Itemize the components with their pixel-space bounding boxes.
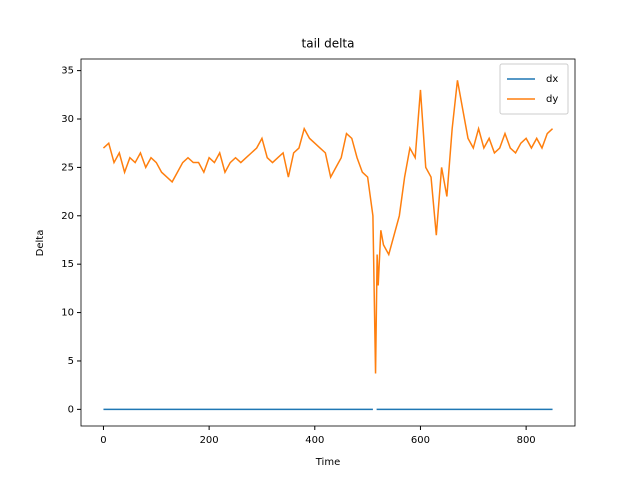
- x-tick-label: 600: [411, 435, 430, 446]
- y-tick-label: 0: [68, 404, 74, 415]
- series-line: [102, 80, 554, 374]
- x-axis-label: Time: [315, 457, 340, 468]
- legend-label: dy: [546, 94, 558, 105]
- chart-title: tail delta: [302, 37, 355, 51]
- plot-frame: [80, 58, 576, 427]
- x-tick-label: 800: [517, 435, 536, 446]
- x-tick-label: 200: [200, 435, 219, 446]
- x-tick-label: 0: [100, 435, 106, 446]
- legend-box: [499, 63, 569, 115]
- x-tick-label: 400: [305, 435, 324, 446]
- y-tick-label: 10: [61, 308, 74, 319]
- y-tick-label: 30: [61, 114, 74, 125]
- y-tick-label: 25: [61, 162, 74, 173]
- legend-label: dx: [546, 74, 558, 85]
- y-tick-label: 5: [68, 356, 74, 367]
- y-tick-label: 20: [61, 211, 74, 222]
- y-tick-label: 15: [61, 259, 74, 270]
- y-tick-label: 35: [61, 66, 74, 77]
- y-axis-label: Delta: [35, 230, 46, 257]
